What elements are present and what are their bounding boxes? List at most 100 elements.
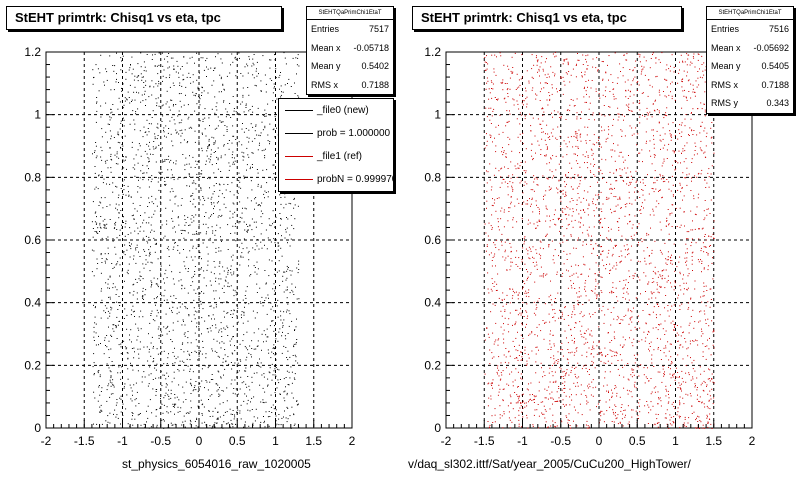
data-point <box>196 233 198 235</box>
data-point <box>672 320 674 322</box>
data-point <box>588 108 590 110</box>
data-point <box>187 337 189 339</box>
data-point <box>617 300 619 302</box>
data-point <box>163 420 165 422</box>
data-point <box>218 356 220 358</box>
data-point <box>625 206 627 208</box>
data-point <box>194 350 196 352</box>
data-point <box>234 379 236 381</box>
data-point <box>278 418 280 420</box>
data-point <box>245 128 247 129</box>
data-point <box>241 151 243 153</box>
data-point <box>124 280 125 282</box>
data-point <box>612 267 614 269</box>
data-point <box>295 356 297 358</box>
data-point <box>226 423 228 425</box>
data-point <box>598 171 600 172</box>
data-point <box>521 259 523 261</box>
data-point <box>152 319 154 321</box>
data-point <box>547 73 549 75</box>
data-point <box>150 261 152 263</box>
data-point <box>564 387 566 389</box>
data-point <box>512 174 514 176</box>
data-point <box>688 417 690 419</box>
data-point <box>213 143 215 145</box>
data-point <box>613 98 615 100</box>
data-point <box>224 354 226 356</box>
data-point <box>280 310 282 312</box>
data-point <box>129 67 131 69</box>
data-point <box>512 67 514 68</box>
data-point <box>232 161 234 163</box>
data-point <box>223 100 225 102</box>
data-point <box>210 202 212 203</box>
data-point <box>588 79 589 81</box>
data-point <box>181 85 183 87</box>
data-point <box>524 118 526 120</box>
data-point <box>268 259 270 261</box>
data-point <box>184 265 186 267</box>
data-point <box>205 135 207 137</box>
data-point <box>260 302 262 304</box>
data-point <box>520 162 522 163</box>
data-point <box>148 161 149 163</box>
data-point <box>689 343 691 345</box>
data-point <box>92 236 94 238</box>
data-point <box>589 140 591 141</box>
data-point <box>532 425 534 427</box>
data-point <box>206 246 208 248</box>
data-point <box>658 112 660 114</box>
data-point <box>660 178 662 180</box>
data-point <box>104 260 106 262</box>
data-point <box>278 424 280 426</box>
data-point <box>273 83 275 85</box>
data-point <box>93 340 95 341</box>
data-point <box>207 92 209 94</box>
data-point <box>544 388 546 390</box>
data-point <box>632 224 634 226</box>
data-point <box>674 160 676 162</box>
data-point <box>206 381 208 383</box>
data-point <box>130 196 132 198</box>
data-point <box>613 196 615 197</box>
data-point <box>98 344 99 346</box>
data-point <box>95 142 97 143</box>
data-point <box>108 124 110 125</box>
data-point <box>274 116 276 118</box>
data-point <box>660 229 662 231</box>
data-point <box>542 401 544 403</box>
data-point <box>533 402 535 403</box>
data-point <box>201 147 203 149</box>
data-point <box>105 102 107 104</box>
data-point <box>138 278 140 280</box>
data-point <box>674 150 676 152</box>
data-point <box>231 338 233 340</box>
data-point <box>238 180 240 182</box>
data-point <box>649 350 650 352</box>
data-point <box>665 269 667 271</box>
data-point <box>198 97 200 99</box>
data-point <box>184 324 186 326</box>
data-point <box>709 245 711 246</box>
data-point <box>149 86 151 88</box>
data-point <box>131 215 133 217</box>
data-point <box>629 202 631 204</box>
data-point <box>685 96 687 98</box>
data-point <box>599 145 600 147</box>
data-point <box>247 252 249 254</box>
data-point <box>538 253 540 255</box>
data-point <box>231 274 233 276</box>
data-point <box>123 179 125 181</box>
data-point <box>569 396 571 398</box>
data-point <box>233 108 235 109</box>
data-point <box>190 378 192 380</box>
data-point <box>171 218 173 220</box>
data-point <box>275 375 277 377</box>
data-point <box>136 339 138 341</box>
data-point <box>120 343 122 345</box>
data-point <box>550 425 552 427</box>
data-point <box>590 163 592 165</box>
data-point <box>574 352 576 354</box>
data-point <box>679 417 681 419</box>
data-point <box>570 234 572 236</box>
